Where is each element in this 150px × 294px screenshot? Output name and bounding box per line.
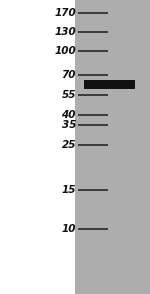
- Text: 100: 100: [54, 46, 76, 56]
- Text: 55: 55: [61, 90, 76, 100]
- Text: 10: 10: [61, 224, 76, 234]
- Text: 40: 40: [61, 110, 76, 120]
- Bar: [75, 0, 150, 294]
- Bar: [84, 80, 135, 89]
- Text: 170: 170: [54, 8, 76, 18]
- Text: 70: 70: [61, 70, 76, 80]
- Text: 25: 25: [61, 140, 76, 150]
- Text: 130: 130: [54, 27, 76, 37]
- Text: 35: 35: [61, 120, 76, 130]
- Bar: [0, 0, 75, 294]
- Text: 15: 15: [61, 185, 76, 195]
